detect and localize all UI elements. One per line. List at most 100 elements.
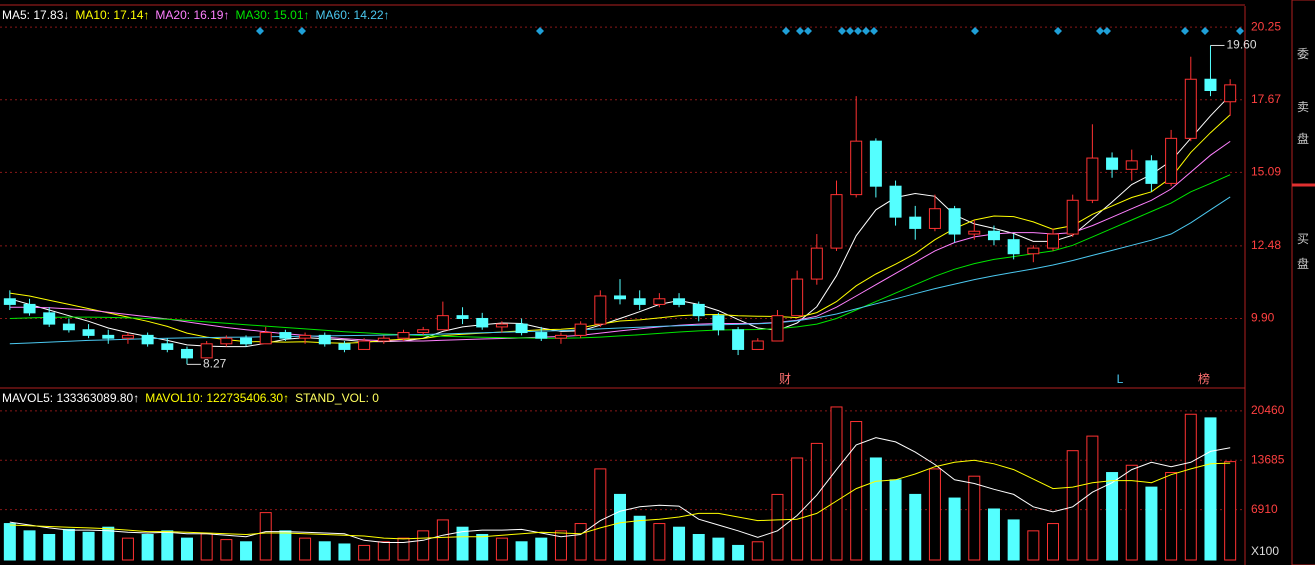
- candle-body: [909, 216, 922, 229]
- legend-entry: MAVOL5: 133363089.80↑: [2, 391, 140, 405]
- event-diamond: [862, 27, 870, 35]
- volume-bar: [1086, 435, 1099, 561]
- volume-bar: [554, 530, 567, 561]
- candle-body: [397, 332, 410, 339]
- volume-bar: [633, 515, 646, 561]
- candle-body: [535, 332, 548, 339]
- candle-body: [614, 295, 626, 300]
- candle-body: [495, 323, 508, 328]
- event-diamond: [256, 27, 264, 35]
- volume-bar: [1027, 530, 1040, 561]
- candle-body: [1007, 239, 1020, 255]
- candle-body: [1145, 160, 1158, 184]
- candle-body: [515, 323, 528, 334]
- legend-entry: MA10: 17.14↑: [75, 8, 150, 22]
- side-label: 买: [1297, 232, 1309, 246]
- event-diamond: [870, 27, 878, 35]
- candle-body: [1224, 84, 1237, 103]
- candle-body: [318, 334, 331, 345]
- ma-line: [9, 196, 1231, 345]
- candle-body: [200, 343, 213, 359]
- volume-bar: [535, 537, 548, 561]
- candle-body: [456, 315, 469, 319]
- candle-body: [23, 303, 36, 314]
- candle-body: [673, 298, 686, 305]
- legend-entry: STAND_VOL: 0: [295, 391, 379, 405]
- volume-bar: [889, 479, 902, 561]
- event-diamond: [298, 27, 306, 35]
- candle-body: [141, 334, 154, 345]
- volume-bar: [987, 508, 1000, 561]
- candle-body: [850, 140, 863, 196]
- volume-bar: [338, 543, 351, 561]
- event-diamond: [1054, 27, 1062, 35]
- candle-body: [377, 337, 390, 342]
- event-diamond: [782, 27, 790, 35]
- ma-line: [9, 140, 1231, 342]
- volume-bar: [200, 533, 213, 561]
- volume-bar: [751, 541, 764, 561]
- candle-body: [279, 332, 292, 339]
- volume-bar: [358, 544, 371, 561]
- candle-body: [594, 295, 607, 325]
- event-diamond: [838, 27, 846, 35]
- volume-bar: [850, 421, 863, 561]
- candle-body: [810, 247, 823, 280]
- volume-bar: [653, 523, 666, 561]
- event-mark: 榜: [1198, 371, 1210, 386]
- candle-body: [1204, 78, 1217, 91]
- candle-body: [417, 329, 430, 334]
- volume-bar: [377, 541, 390, 561]
- candle-body: [574, 323, 587, 336]
- event-diamond: [536, 27, 544, 35]
- candle-body: [1086, 157, 1099, 201]
- volume-bar: [928, 468, 941, 561]
- volume-bar: [279, 530, 292, 561]
- volume-bar: [102, 526, 115, 561]
- volume-bar: [1184, 413, 1197, 561]
- volume-bar: [830, 406, 843, 561]
- ma-line: [9, 459, 1231, 540]
- candle-body: [358, 340, 371, 350]
- volume-bar: [141, 533, 154, 561]
- legend-entry: MA20: 16.19↑: [155, 8, 230, 22]
- y-tick-label: 12.48: [1251, 238, 1281, 252]
- volume-bar: [909, 493, 922, 561]
- candle-body: [987, 230, 1000, 241]
- candle-body: [62, 323, 75, 331]
- unit-label: X100: [1251, 544, 1279, 558]
- candle-body: [928, 208, 941, 229]
- candle-body: [1165, 137, 1178, 184]
- candle-body: [299, 334, 312, 339]
- volume-bar: [161, 530, 174, 561]
- side-label: 盘: [1297, 131, 1309, 146]
- legend-entry: MA30: 15.01↑: [235, 8, 310, 22]
- candle-body: [771, 315, 784, 342]
- volume-bar: [574, 523, 587, 561]
- candle-body: [1047, 233, 1060, 249]
- volume-bar: [180, 537, 193, 561]
- candle-body: [1106, 157, 1119, 170]
- volume-bar: [299, 537, 312, 561]
- volume-bar: [1125, 464, 1138, 561]
- volume-bar: [62, 528, 75, 561]
- candle-body: [102, 334, 115, 339]
- legend-entry: MA60: 14.22↑: [315, 8, 390, 22]
- volume-bar: [3, 523, 16, 561]
- volume-bar: [869, 457, 882, 561]
- candle-body: [830, 194, 843, 249]
- y-tick-label: 20.25: [1251, 19, 1281, 33]
- volume-bar: [1066, 450, 1079, 561]
- volume-bar: [810, 442, 823, 561]
- volume-bar: [318, 541, 331, 561]
- legend-entry: MAVOL10: 122735406.30↑: [145, 391, 290, 405]
- candle-body: [180, 348, 193, 359]
- candle-body: [436, 315, 449, 331]
- candle-body: [1066, 199, 1079, 235]
- ma-line: [9, 94, 1231, 348]
- volume-bar: [791, 457, 804, 561]
- candle-body: [3, 298, 16, 305]
- volume-bar: [594, 468, 607, 561]
